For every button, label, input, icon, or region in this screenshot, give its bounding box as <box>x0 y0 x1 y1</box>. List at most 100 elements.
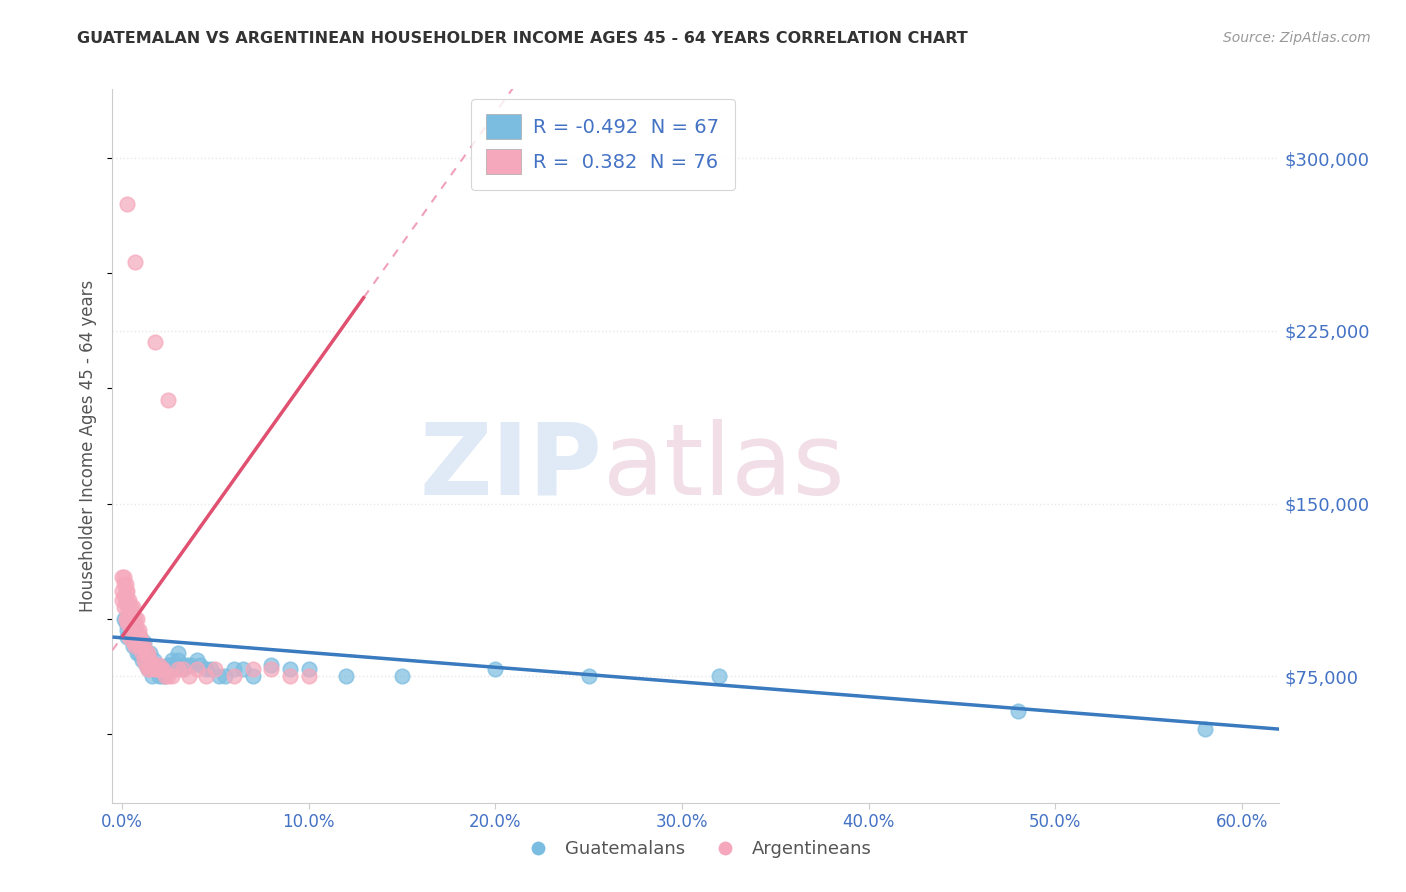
Point <box>170 657 193 672</box>
Point <box>166 646 188 660</box>
Point <box>150 662 173 676</box>
Point <box>124 616 146 631</box>
Point <box>114 612 136 626</box>
Point <box>136 662 159 676</box>
Point <box>391 669 413 683</box>
Point <box>141 669 163 683</box>
Point <box>120 623 142 637</box>
Point <box>131 640 153 654</box>
Point <box>204 662 226 676</box>
Point <box>157 669 180 683</box>
Point <box>118 600 141 615</box>
Point <box>136 646 159 660</box>
Point <box>484 662 506 676</box>
Point <box>172 662 194 676</box>
Point <box>134 646 156 660</box>
Point <box>194 662 217 676</box>
Point <box>117 623 139 637</box>
Text: GUATEMALAN VS ARGENTINEAN HOUSEHOLDER INCOME AGES 45 - 64 YEARS CORRELATION CHAR: GUATEMALAN VS ARGENTINEAN HOUSEHOLDER IN… <box>77 31 969 46</box>
Point <box>141 657 163 672</box>
Point <box>242 669 264 683</box>
Point <box>142 657 165 672</box>
Point <box>118 593 141 607</box>
Point <box>114 584 136 599</box>
Point <box>222 669 245 683</box>
Point <box>112 600 135 615</box>
Point <box>297 669 319 683</box>
Point <box>117 612 139 626</box>
Point <box>118 612 141 626</box>
Point <box>120 607 142 621</box>
Point <box>117 584 139 599</box>
Point <box>145 335 167 350</box>
Point <box>118 630 141 644</box>
Point <box>150 662 173 676</box>
Point <box>166 662 188 676</box>
Point <box>118 616 141 631</box>
Point <box>112 577 135 591</box>
Point <box>122 612 145 626</box>
Point <box>120 616 142 631</box>
Point <box>180 657 202 672</box>
Point <box>148 669 170 683</box>
Point <box>335 669 357 683</box>
Point <box>208 669 231 683</box>
Point <box>134 653 156 667</box>
Point <box>297 662 319 676</box>
Legend: Guatemalans, Argentineans: Guatemalans, Argentineans <box>513 833 879 865</box>
Point <box>232 662 254 676</box>
Point <box>142 662 165 676</box>
Point <box>131 634 153 648</box>
Point <box>135 657 157 672</box>
Y-axis label: Householder Income Ages 45 - 64 years: Householder Income Ages 45 - 64 years <box>79 280 97 612</box>
Point <box>148 662 170 676</box>
Point <box>112 589 135 603</box>
Point <box>125 646 148 660</box>
Point <box>128 634 150 648</box>
Point <box>176 657 198 672</box>
Point <box>278 662 301 676</box>
Point <box>166 653 188 667</box>
Point <box>120 623 142 637</box>
Point <box>120 600 142 615</box>
Point <box>222 662 245 676</box>
Point <box>177 669 200 683</box>
Point <box>118 600 141 615</box>
Point <box>129 640 152 654</box>
Point <box>112 570 135 584</box>
Point <box>111 584 134 599</box>
Point <box>128 646 150 660</box>
Point <box>145 657 167 672</box>
Point <box>160 669 183 683</box>
Point <box>200 662 222 676</box>
Point <box>194 669 217 683</box>
Point <box>124 255 146 269</box>
Point <box>129 640 152 654</box>
Point <box>135 657 157 672</box>
Point <box>186 662 208 676</box>
Point <box>146 662 169 676</box>
Point <box>134 634 156 648</box>
Point <box>117 593 139 607</box>
Point <box>153 669 176 683</box>
Point <box>128 640 150 654</box>
Point <box>136 653 159 667</box>
Point <box>117 630 139 644</box>
Point <box>139 646 162 660</box>
Point <box>114 593 136 607</box>
Point <box>114 616 136 631</box>
Point <box>128 630 150 644</box>
Point <box>111 593 134 607</box>
Point <box>157 657 180 672</box>
Point <box>1007 704 1029 718</box>
Point <box>131 653 153 667</box>
Point <box>146 662 169 676</box>
Point <box>160 653 183 667</box>
Point <box>260 662 283 676</box>
Point <box>139 653 162 667</box>
Point <box>139 662 162 676</box>
Point <box>1194 722 1216 736</box>
Point <box>163 662 186 676</box>
Point <box>152 662 174 676</box>
Point <box>139 657 162 672</box>
